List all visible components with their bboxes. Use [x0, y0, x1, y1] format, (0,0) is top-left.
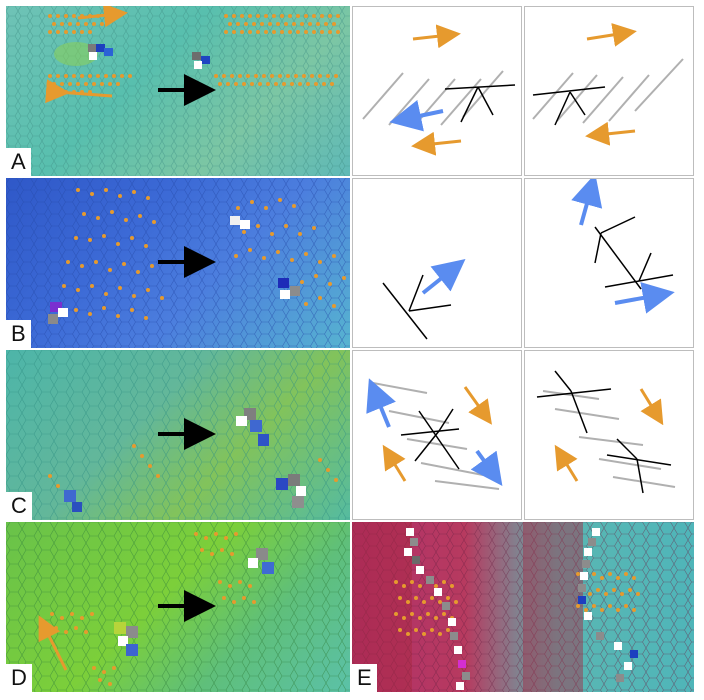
panel-a-overlay — [6, 6, 350, 176]
defect-cluster-b1 — [48, 302, 68, 324]
panel-c-overlay — [6, 350, 350, 520]
panel-c-simulation: C — [6, 350, 350, 520]
defect-cluster-a1 — [88, 44, 113, 60]
defect-cluster-d1 — [114, 622, 138, 656]
panel-e-overlay — [352, 522, 694, 692]
panel-d-overlay — [6, 522, 350, 692]
panel-c-schematic-right-drawing — [536, 370, 676, 494]
defect-cluster-c2 — [276, 474, 306, 508]
panel-label-d: D — [6, 664, 32, 692]
panel-label-e: E — [352, 664, 377, 692]
panel-b-schematic-right — [524, 178, 694, 348]
defect-cluster-d2 — [248, 548, 274, 574]
panel-b-schematic-right-drawing — [571, 179, 675, 314]
panel-label-a: A — [6, 148, 31, 176]
defect-cluster-b2 — [230, 216, 250, 229]
panel-label-c: C — [6, 492, 32, 520]
panel-b-schematic-left — [352, 178, 522, 348]
flow-arrow-a-bottom — [45, 79, 113, 104]
defect-cluster-c1 — [236, 408, 269, 446]
panel-b-simulation: B — [6, 178, 350, 348]
panel-a-schematic-left-drawing — [362, 24, 516, 156]
defect-cluster-c3 — [64, 490, 82, 512]
panel-e-simulation: E — [352, 522, 694, 692]
panel-a-schematic-right — [524, 6, 694, 176]
defect-cluster-b3 — [278, 278, 300, 299]
flow-arrow-a-top — [77, 6, 128, 28]
panel-d-simulation: D — [6, 522, 350, 692]
panel-c-schematic-left-drawing — [366, 378, 503, 490]
panel-a-simulation: A — [6, 6, 350, 176]
defect-chain-e1 — [404, 528, 470, 690]
defect-chain-e2 — [578, 528, 638, 682]
panel-a-schematic-right-drawing — [532, 23, 684, 146]
flow-arrow-d — [38, 615, 68, 671]
defect-cluster-a2 — [192, 52, 210, 69]
panel-c-schematic-right — [524, 350, 694, 520]
panel-b-overlay — [6, 178, 350, 348]
panel-label-b: B — [6, 320, 31, 348]
panel-b-schematic-left-drawing — [382, 259, 466, 340]
panel-c-schematic-left — [352, 350, 522, 520]
panel-a-schematic-left — [352, 6, 522, 176]
